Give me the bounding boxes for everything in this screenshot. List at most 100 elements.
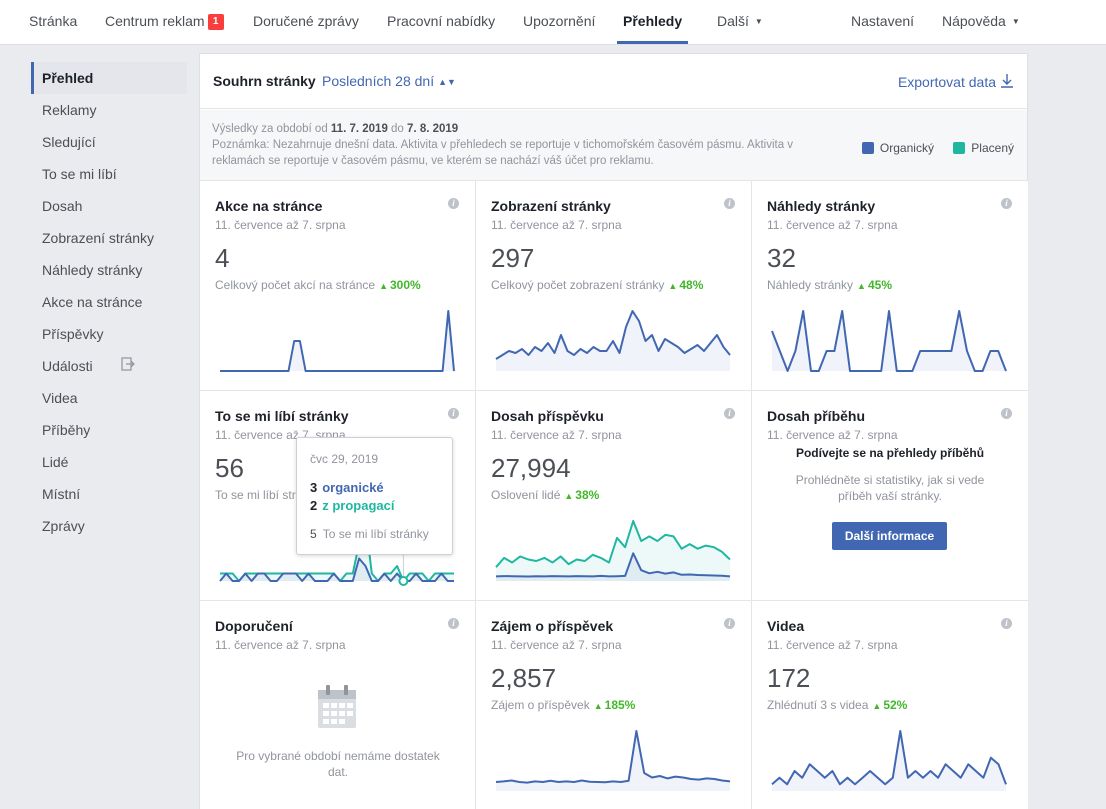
page-summary-panel: Souhrn stránky Posledních 28 dní ▲▼ Expor… <box>199 53 1028 809</box>
card-title: Videa <box>767 618 805 634</box>
sort-icon: ▲▼ <box>438 77 456 87</box>
tooltip-organic: 3 organické <box>310 480 384 495</box>
organic-series-area <box>496 731 730 791</box>
empty-state-text: Pro vybrané období nemáme dostatek dat. <box>236 749 440 779</box>
nav-upozorneni[interactable]: Upozornění <box>523 13 596 29</box>
card-date: 11. července až 7. srpna <box>491 428 622 442</box>
tooltip-total: 5 To se mi líbí stránky <box>310 527 429 541</box>
card-metric: Náhledy stránky ▲ 45% <box>767 278 892 292</box>
organic-series-line <box>219 557 454 582</box>
sidebar-item-udalosti[interactable]: Události <box>31 350 187 382</box>
info-icon[interactable]: i <box>1001 408 1012 419</box>
sidebar-item-prispevky[interactable]: Příspěvky <box>42 326 104 342</box>
card-story-reach[interactable]: Dosah příběhu i 11. července až 7. srpna… <box>752 391 1028 601</box>
nav-pracovni-nabidky[interactable]: Pracovní nabídky <box>387 13 496 29</box>
organic-series-line <box>220 310 455 372</box>
sidebar-item-prehled[interactable]: Přehled <box>31 62 187 94</box>
nav-napoveda[interactable]: Nápověda ▼ <box>942 0 1020 44</box>
card-page-views[interactable]: Zobrazení stránky i 11. července až 7. s… <box>476 181 752 391</box>
info-icon[interactable]: i <box>448 408 459 419</box>
card-title: Náhledy stránky <box>767 198 876 214</box>
nav-dalsi[interactable]: Další ▼ <box>717 0 763 44</box>
sidebar-item-sledujici[interactable]: Sledující <box>42 134 96 150</box>
nav-centrum-reklam[interactable]: Centrum reklam 1 <box>105 0 224 44</box>
organic-series-line <box>495 552 731 578</box>
card-value: 2,857 <box>491 663 557 693</box>
organic-series-area <box>220 311 454 371</box>
nav-prehledy[interactable]: Přehledy <box>617 0 689 44</box>
card-metric: To se mi líbí stránky <box>215 488 322 502</box>
card-value: 32 <box>767 243 796 273</box>
notice-text: Výsledky za období od 11. 7. 2019 do 7. … <box>212 123 794 167</box>
sidebar: Přehled Reklamy Sledující To se mi líbí … <box>31 62 187 542</box>
card-title: Dosah příběhu <box>767 408 866 424</box>
card-page-previews[interactable]: Náhledy stránky i 11. července až 7. srp… <box>752 181 1028 391</box>
sidebar-item-videa[interactable]: Videa <box>42 390 78 406</box>
trend-up-icon: ▲ <box>668 281 678 291</box>
more-info-button[interactable]: Další informace <box>832 522 947 550</box>
chart-legend: Organický Placený <box>846 141 1014 155</box>
card-date: 11. července až 7. srpna <box>767 638 898 652</box>
card-post-engagement[interactable]: Zájem o příspěvek i 11. července až 7. s… <box>476 601 752 809</box>
info-icon[interactable]: i <box>1001 198 1012 209</box>
caret-down-icon: ▼ <box>1011 17 1020 26</box>
nav-stranka[interactable]: Stránka <box>29 13 78 29</box>
hover-point[interactable] <box>398 576 409 586</box>
sidebar-item-akce-na-strance[interactable]: Akce na stránce <box>42 294 143 310</box>
card-title: Akce na stránce <box>215 198 323 214</box>
caret-down-icon: ▼ <box>754 17 763 26</box>
export-data-link[interactable]: Exportovat data <box>898 73 1014 90</box>
info-icon[interactable]: i <box>724 618 735 629</box>
top-navigation: Stránka Centrum reklam 1 Doručené zprávy … <box>0 0 1106 45</box>
sidebar-item-lide[interactable]: Lidé <box>42 454 69 470</box>
card-date: 11. července až 7. srpna <box>767 428 898 442</box>
sidebar-item-zobrazeni-stranky[interactable]: Zobrazení stránky <box>42 230 155 246</box>
sidebar-item-dosah[interactable]: Dosah <box>42 198 83 214</box>
period-notice: Výsledky za období od 11. 7. 2019 do 7. … <box>200 110 1027 181</box>
tooltip-date: čvc 29, 2019 <box>310 452 379 466</box>
trend-up-icon: ▲ <box>872 701 882 711</box>
download-icon <box>1001 74 1013 88</box>
card-page-actions[interactable]: Akce na stránce i 11. července až 7. srp… <box>200 181 476 391</box>
info-icon[interactable]: i <box>724 408 735 419</box>
summary-header: Souhrn stránky Posledních 28 dní ▲▼ Expor… <box>200 54 1027 109</box>
card-value: 56 <box>215 453 244 483</box>
organic-series-area <box>772 311 1006 371</box>
sidebar-item-reklamy[interactable]: Reklamy <box>42 102 97 118</box>
paid-swatch <box>953 142 966 154</box>
sidebar-item-nahledy-stranky[interactable]: Náhledy stránky <box>42 262 143 278</box>
info-icon[interactable]: i <box>724 198 735 209</box>
nav-nastaveni[interactable]: Nastavení <box>851 13 915 29</box>
sidebar-item-zpravy[interactable]: Zprávy <box>42 518 85 534</box>
sparkline-chart <box>771 310 1007 372</box>
info-icon[interactable]: i <box>1001 618 1012 629</box>
nav-dorucene-zpravy[interactable]: Doručené zprávy <box>253 13 359 29</box>
card-metric: Zájem o příspěvek ▲ 185% <box>491 698 636 712</box>
info-icon[interactable]: i <box>448 618 459 629</box>
card-post-reach[interactable]: Dosah příspěvku i 11. července až 7. srp… <box>476 391 752 601</box>
sparkline-chart <box>771 730 1007 791</box>
card-value: 297 <box>491 243 535 273</box>
card-date: 11. července až 7. srpna <box>491 638 622 652</box>
legend-paid: Placený <box>953 141 1014 155</box>
sidebar-item-mistni[interactable]: Místní <box>42 486 81 502</box>
period-dropdown[interactable]: Posledních 28 dní ▲▼ <box>322 73 456 89</box>
sidebar-item-to-se-mi-libi[interactable]: To se mi líbí <box>42 166 117 182</box>
card-recommendations[interactable]: Doporučení i 11. července až 7. srpna Pr… <box>200 601 476 809</box>
organic-series-area <box>772 731 1006 791</box>
card-metric: Zhlédnutí 3 s videa ▲ 52% <box>767 698 908 712</box>
organic-series-line <box>495 310 731 360</box>
card-date: 11. července až 7. srpna <box>767 218 898 232</box>
sidebar-item-pribehy[interactable]: Příběhy <box>42 422 91 438</box>
info-icon[interactable]: i <box>448 198 459 209</box>
sparkline-chart <box>495 730 731 791</box>
card-title: Zobrazení stránky <box>491 198 611 214</box>
story-description: Prohlédněte si statistiky, jak si vede p… <box>795 473 985 503</box>
card-date: 11. července až 7. srpna <box>215 218 346 232</box>
card-videos[interactable]: Videa i 11. července až 7. srpna 172 Zhl… <box>752 601 1028 809</box>
sparkline-chart <box>495 520 731 581</box>
summary-title: Souhrn stránky <box>213 73 316 89</box>
legend-organic: Organický <box>861 141 934 155</box>
card-value: 4 <box>215 243 230 273</box>
